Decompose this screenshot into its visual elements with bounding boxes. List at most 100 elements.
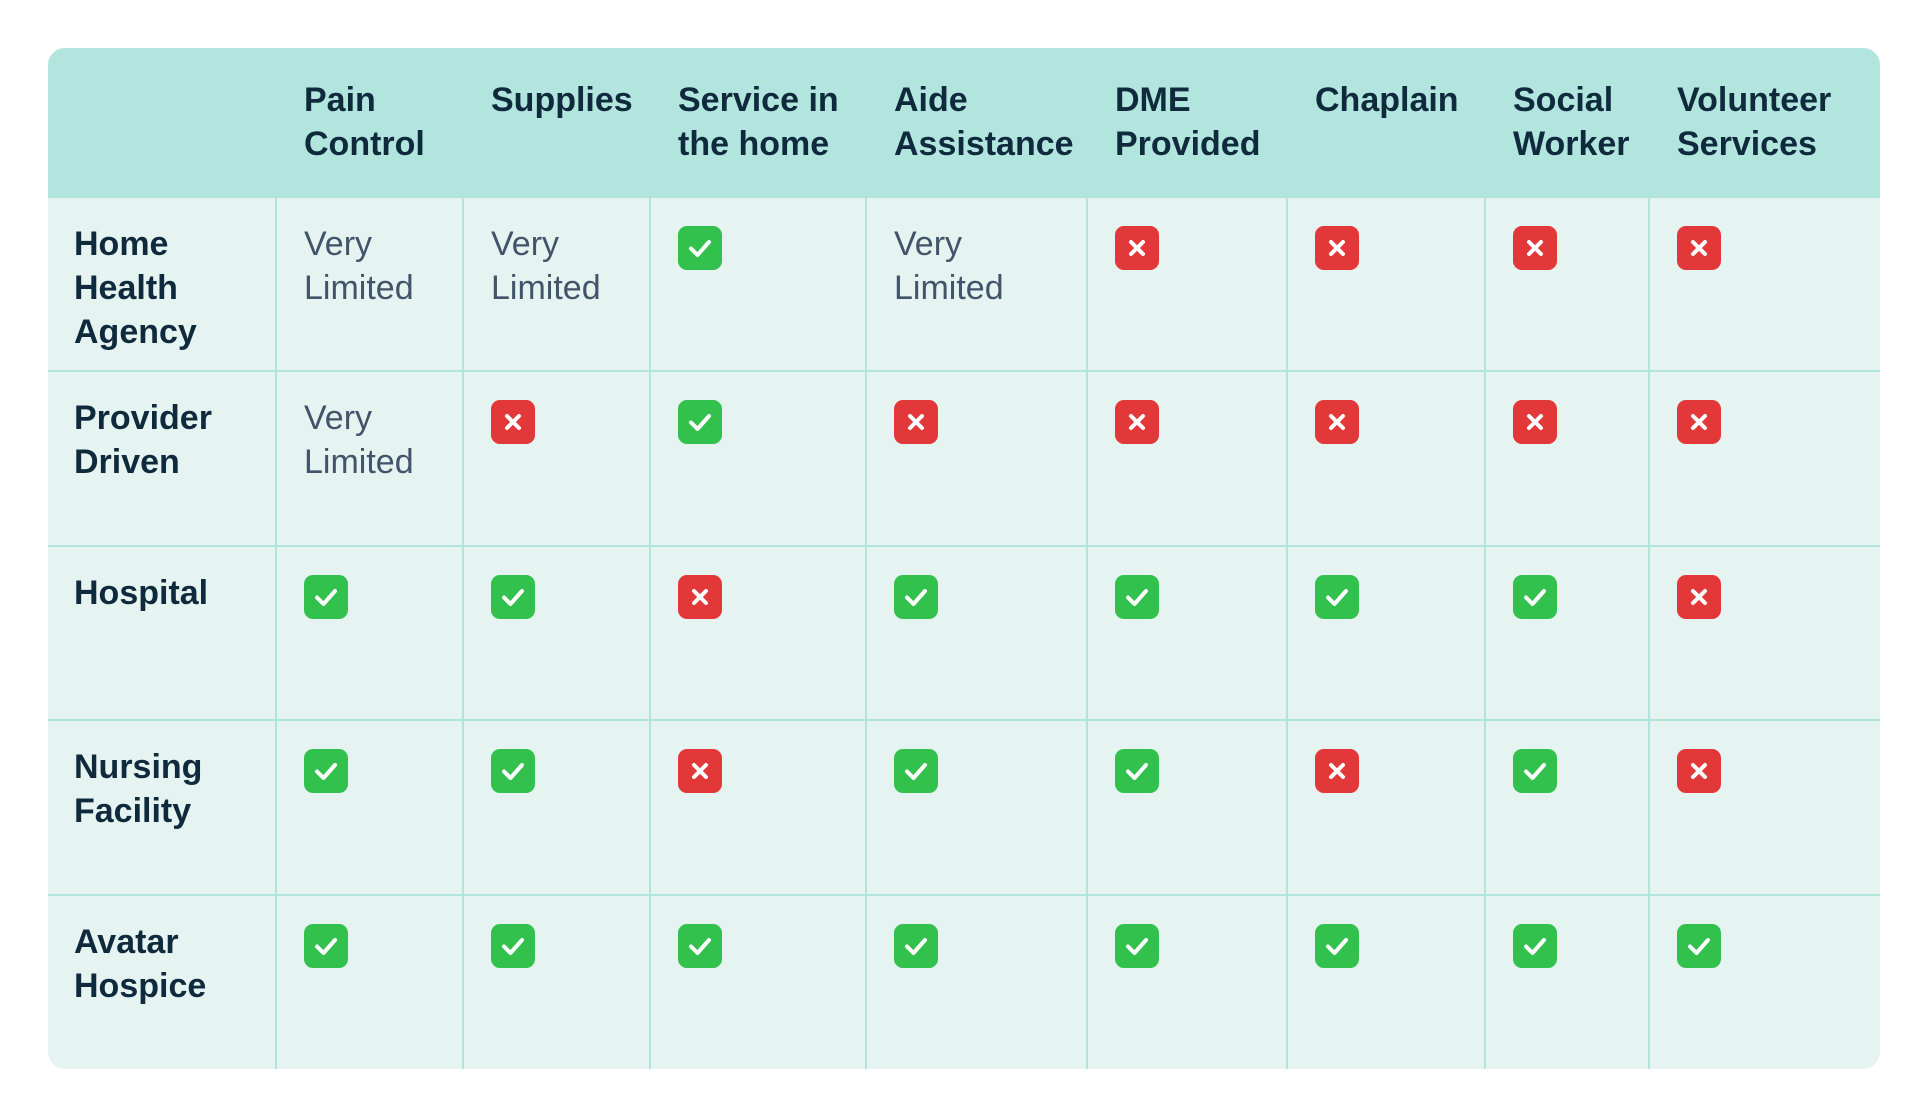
table-row-home-health-agency: Home Health Agency Very Limited Very Limited Ve… <box>48 195 1880 372</box>
table-cell <box>649 544 866 721</box>
table-cell <box>1086 544 1287 721</box>
check-icon <box>894 749 938 794</box>
table-cell <box>1484 544 1649 721</box>
check-icon <box>1115 574 1159 619</box>
column-header-text: Control <box>304 125 425 163</box>
check-icon <box>1513 923 1557 968</box>
cell-text: Very Limited <box>894 225 1004 307</box>
table-cell <box>649 370 866 546</box>
check-icon <box>1513 574 1557 619</box>
check-icon <box>1513 749 1557 794</box>
table-cell <box>462 893 650 1069</box>
comparison-table-container: Pain Control Supplies Service in the home Aid… <box>48 48 1880 1069</box>
table-cell <box>275 893 463 1069</box>
cross-icon <box>1315 400 1359 445</box>
table-cell <box>462 719 650 895</box>
column-header-text: Provided <box>1115 125 1261 163</box>
cross-icon <box>1677 226 1721 270</box>
table-cell <box>1286 195 1485 372</box>
table-cell <box>1648 893 1880 1069</box>
table-cell <box>1484 893 1649 1069</box>
table-cell <box>649 195 866 372</box>
cell-text: Very Limited <box>491 225 601 307</box>
check-icon <box>1315 923 1359 968</box>
cross-icon <box>678 574 722 619</box>
check-icon <box>491 749 535 794</box>
row-header-text: Agency <box>74 313 197 351</box>
column-header-social-worker: Social Worker <box>1484 48 1649 197</box>
row-header-home-health-agency: Home Health Agency <box>48 195 276 372</box>
table-row-hospital: Hospital <box>48 544 1880 721</box>
table-cell <box>1648 719 1880 895</box>
cross-icon <box>1315 226 1359 270</box>
table-header: Pain Control Supplies Service in the home Aid… <box>48 48 1880 197</box>
table-cell <box>1484 370 1649 546</box>
table-body: Home Health Agency Very Limited Very Limited Ve… <box>48 195 1880 1069</box>
column-header-aide-assistance: Aide Assistance <box>865 48 1087 197</box>
column-header-text: Supplies <box>491 81 633 119</box>
row-header-text: Hospital <box>74 573 209 612</box>
table-cell <box>865 893 1087 1069</box>
table-row-avatar-hospice: Avatar Hospice <box>48 893 1880 1069</box>
cross-icon <box>1677 400 1721 445</box>
check-icon <box>1315 574 1359 619</box>
table-cell <box>462 370 650 546</box>
check-icon <box>678 923 722 968</box>
column-header-text: Volunteer <box>1677 81 1832 119</box>
row-header-text: Facility <box>74 792 192 831</box>
cross-icon <box>491 400 535 445</box>
column-header-text: Assistance <box>894 125 1074 163</box>
column-header-text: Chaplain <box>1315 81 1459 119</box>
row-header-text: Driven <box>74 443 180 482</box>
check-icon <box>304 923 348 968</box>
table-cell <box>1286 719 1485 895</box>
table-cell <box>1086 893 1287 1069</box>
column-header-text: the home <box>678 125 830 163</box>
check-icon <box>678 226 722 270</box>
row-header-nursing-facility: Nursing Facility <box>48 719 276 895</box>
column-header-dme-provided: DME Provided <box>1086 48 1287 197</box>
row-header-text: Avatar <box>74 922 179 961</box>
check-icon <box>1115 749 1159 794</box>
cross-icon <box>1115 226 1159 270</box>
cell-text: Very Limited <box>304 225 414 307</box>
column-header-text: Service in <box>678 81 839 119</box>
comparison-table: Pain Control Supplies Service in the home Aid… <box>48 48 1880 1069</box>
table-cell <box>462 544 650 721</box>
column-header-pain-control: Pain Control <box>275 48 463 197</box>
check-icon <box>304 574 348 619</box>
check-icon <box>304 749 348 794</box>
table-cell <box>649 893 866 1069</box>
table-cell: Very Limited <box>275 370 463 546</box>
table-cell: Very Limited <box>462 195 650 372</box>
header-corner-cell <box>48 48 276 197</box>
row-header-text: Health <box>74 269 178 307</box>
table-row-nursing-facility: Nursing Facility <box>48 719 1880 895</box>
column-header-volunteer-services: Volunteer Services <box>1648 48 1880 197</box>
table-cell <box>865 719 1087 895</box>
column-header-text: Services <box>1677 125 1817 163</box>
check-icon <box>678 400 722 445</box>
row-header-provider-driven: Provider Driven <box>48 370 276 546</box>
table-cell: Very Limited <box>865 195 1087 372</box>
cross-icon <box>1315 749 1359 794</box>
cross-icon <box>678 749 722 794</box>
row-header-text: Provider <box>74 399 212 438</box>
table-cell <box>275 544 463 721</box>
table-cell <box>1484 719 1649 895</box>
table-cell <box>1484 195 1649 372</box>
cross-icon <box>1115 400 1159 445</box>
table-cell <box>1648 544 1880 721</box>
table-cell <box>275 719 463 895</box>
cross-icon <box>1513 400 1557 445</box>
column-header-text: Pain <box>304 81 376 119</box>
cross-icon <box>1677 749 1721 794</box>
check-icon <box>1677 923 1721 968</box>
row-header-avatar-hospice: Avatar Hospice <box>48 893 276 1069</box>
check-icon <box>491 574 535 619</box>
check-icon <box>894 923 938 968</box>
table-cell <box>1286 893 1485 1069</box>
table-cell <box>649 719 866 895</box>
row-header-hospital: Hospital <box>48 544 276 721</box>
table-cell: Very Limited <box>275 195 463 372</box>
